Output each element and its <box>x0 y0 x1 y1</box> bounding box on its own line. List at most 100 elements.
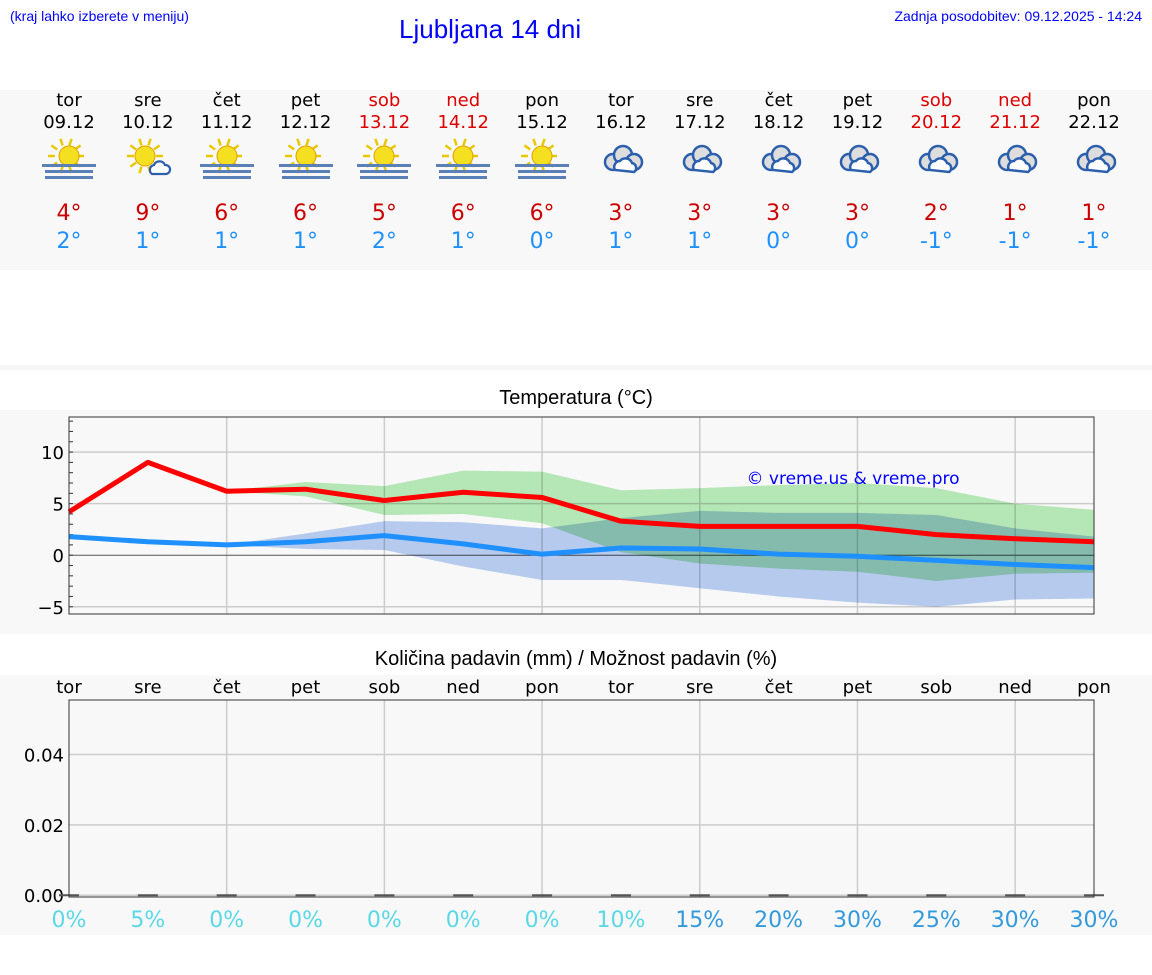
max-temp: 3° <box>766 201 792 226</box>
precip-chance: 0% <box>525 908 560 933</box>
page-title: Ljubljana 14 dni <box>399 14 582 44</box>
min-temp: 2° <box>371 229 397 254</box>
precip-bar <box>532 894 553 897</box>
precip-bar <box>847 894 868 897</box>
precip-day-label: sob <box>920 677 952 698</box>
day-name: čet <box>212 90 241 111</box>
temperature-chart-title: Temperatura (°C) <box>499 387 653 409</box>
divider <box>0 365 1152 370</box>
precip-chart-title: Količina padavin (mm) / Možnost padavin … <box>374 648 778 670</box>
precip-chance: 5% <box>130 908 165 933</box>
precip-chance: 0% <box>367 908 402 933</box>
min-temp: -1° <box>1077 229 1111 254</box>
max-temp: 6° <box>214 201 240 226</box>
precip-day-label: pet <box>291 677 321 698</box>
precip-chance: 0% <box>52 908 87 933</box>
day-date: 21.12 <box>989 112 1041 133</box>
plot-frame <box>68 416 1095 615</box>
precip-chance: 10% <box>596 908 645 933</box>
watermark: © vreme.us & vreme.pro <box>746 469 959 489</box>
day-name: ned <box>446 90 481 111</box>
day-column: pet 12.12 6° 1° <box>266 90 346 256</box>
min-temp: 1° <box>135 229 161 254</box>
min-temp: 1° <box>293 229 319 254</box>
min-temp: 0° <box>529 229 555 254</box>
day-name: tor <box>608 90 634 111</box>
day-column: sob 13.12 5° 2° <box>344 90 424 256</box>
day-date: 17.12 <box>674 112 726 133</box>
precip-day-label: pon <box>525 677 559 698</box>
max-temp: 2° <box>923 201 949 226</box>
day-column: ned 21.12 1° -1° <box>975 90 1055 256</box>
day-date: 10.12 <box>122 112 174 133</box>
sun-fog-icon <box>423 138 503 182</box>
y-tick-label: 0.00 <box>24 886 64 907</box>
precip-chance: 0% <box>288 908 323 933</box>
min-temp: 1° <box>214 229 240 254</box>
day-column: sre 17.12 3° 1° <box>660 90 740 256</box>
precip-day-label: ned <box>998 677 1032 698</box>
day-date: 18.12 <box>752 112 805 133</box>
precip-bar <box>610 894 631 897</box>
day-date: 12.12 <box>279 112 332 133</box>
y-tick-label: 10 <box>41 443 64 464</box>
sun-fog-icon <box>502 138 582 182</box>
min-temp: 0° <box>766 229 792 254</box>
sun-fog-icon <box>344 138 424 182</box>
location-hint[interactable]: (kraj lahko izberete v meniju) <box>10 8 189 24</box>
day-column: pon 15.12 6° 0° <box>502 90 582 256</box>
day-name: sob <box>920 90 953 111</box>
cloudy-icon <box>896 138 976 182</box>
precip-bar <box>768 894 789 897</box>
max-temp: 3° <box>608 201 634 226</box>
day-date: 16.12 <box>595 112 647 133</box>
max-temp: 4° <box>56 201 82 226</box>
precip-chance: 25% <box>912 908 961 933</box>
max-temp: 1° <box>1002 201 1028 226</box>
max-temp: 1° <box>1081 201 1107 226</box>
day-name: tor <box>56 90 82 111</box>
cloudy-icon <box>660 138 740 182</box>
day-column: tor 16.12 3° 1° <box>581 90 661 256</box>
day-name: ned <box>998 90 1033 111</box>
precip-chance: 15% <box>675 908 724 933</box>
day-date: 11.12 <box>200 112 253 133</box>
precip-bar <box>374 894 395 897</box>
max-temp-line <box>67 459 1095 545</box>
min-temp: 1° <box>450 229 476 254</box>
precip-day-label: čet <box>213 677 241 698</box>
cloudy-icon <box>817 138 897 182</box>
sun-fog-icon <box>187 138 267 182</box>
day-date: 13.12 <box>358 112 411 133</box>
precip-bar <box>689 894 710 897</box>
precip-chance: 30% <box>833 908 882 933</box>
day-date: 14.12 <box>437 112 489 133</box>
day-column: čet 18.12 3° 0° <box>739 90 819 256</box>
day-column: tor 09.12 4° 2° <box>29 90 109 256</box>
precip-day-label: tor <box>56 677 82 698</box>
day-date: 15.12 <box>516 112 568 133</box>
max-temp: 3° <box>844 201 870 226</box>
precip-day-label: ned <box>446 677 480 698</box>
max-temp: 6° <box>450 201 476 226</box>
day-name: sob <box>368 90 401 111</box>
max-temp: 5° <box>371 201 397 226</box>
precip-chance: 0% <box>446 908 481 933</box>
min-temp: -1° <box>998 229 1032 254</box>
daily-forecast-strip <box>0 90 1152 270</box>
min-temp: 1° <box>608 229 634 254</box>
day-column: sob 20.12 2° -1° <box>896 90 976 256</box>
precip-bar <box>137 894 158 897</box>
precip-bar <box>453 894 474 897</box>
precip-bar <box>926 894 947 897</box>
min-temp: -1° <box>919 229 953 254</box>
plot-area <box>69 700 1094 897</box>
cloudy-icon <box>739 138 819 182</box>
plot-frame <box>68 699 1095 898</box>
precip-day-label: tor <box>608 677 634 698</box>
precip-day-label: čet <box>765 677 793 698</box>
day-column: pon 22.12 1° -1° <box>1054 90 1134 256</box>
y-tick-label: 0 <box>53 546 64 567</box>
precip-day-label: sre <box>134 677 161 698</box>
